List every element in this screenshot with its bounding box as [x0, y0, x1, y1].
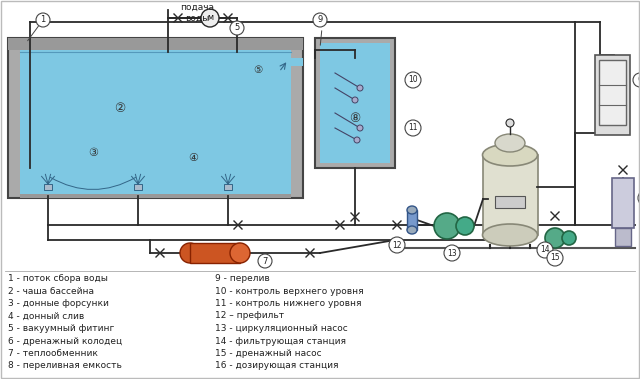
Bar	[495, 196, 525, 208]
Text: 2 - чаша бассейна: 2 - чаша бассейна	[8, 287, 94, 296]
Text: 1 - поток сбора воды: 1 - поток сбора воды	[8, 274, 108, 283]
Ellipse shape	[495, 134, 525, 152]
Circle shape	[201, 9, 219, 27]
Bar	[291, 58, 303, 66]
Circle shape	[313, 13, 327, 27]
Text: 7: 7	[262, 257, 268, 266]
Circle shape	[633, 73, 640, 87]
Text: ④: ④	[188, 153, 198, 163]
Bar	[599, 60, 626, 125]
Circle shape	[405, 120, 421, 136]
Text: 16 - дозирующая станция: 16 - дозирующая станция	[215, 362, 339, 371]
Circle shape	[537, 242, 553, 258]
Text: 1: 1	[40, 16, 45, 25]
Ellipse shape	[483, 144, 538, 166]
Circle shape	[506, 119, 514, 127]
Text: 10 - контроль верхнего уровня: 10 - контроль верхнего уровня	[215, 287, 364, 296]
Ellipse shape	[407, 206, 417, 214]
Circle shape	[545, 228, 565, 248]
Ellipse shape	[180, 243, 200, 263]
Circle shape	[230, 21, 244, 35]
Text: 3 - донные форсунки: 3 - донные форсунки	[8, 299, 109, 308]
Circle shape	[444, 245, 460, 261]
Text: 13: 13	[447, 249, 457, 257]
Bar	[315, 38, 395, 168]
Bar	[44, 184, 52, 190]
Bar	[407, 210, 417, 230]
Text: 14: 14	[540, 246, 550, 255]
Circle shape	[352, 97, 358, 103]
Text: 12 – префильт: 12 – префильт	[215, 312, 284, 321]
Circle shape	[357, 125, 363, 131]
Text: 6: 6	[637, 75, 640, 85]
Circle shape	[357, 85, 363, 91]
Circle shape	[434, 213, 460, 239]
Circle shape	[547, 250, 563, 266]
Bar	[20, 194, 291, 198]
Text: подача
воды: подача воды	[180, 3, 214, 22]
Text: 8 - переливная емкость: 8 - переливная емкость	[8, 362, 122, 371]
Bar	[483, 155, 538, 235]
Circle shape	[638, 190, 640, 206]
Bar	[595, 55, 630, 135]
Bar	[8, 38, 303, 198]
Ellipse shape	[407, 226, 417, 234]
Text: 15: 15	[550, 254, 560, 263]
Bar	[320, 43, 390, 163]
Text: 9: 9	[317, 16, 323, 25]
Text: ③: ③	[88, 148, 98, 158]
Bar	[20, 50, 291, 194]
Circle shape	[562, 231, 576, 245]
Text: 7 - теплообменник: 7 - теплообменник	[8, 349, 98, 358]
Text: М: М	[207, 15, 213, 21]
Circle shape	[456, 217, 474, 235]
Ellipse shape	[230, 243, 250, 263]
Bar	[224, 184, 232, 190]
Text: ②: ②	[115, 102, 125, 114]
Text: 10: 10	[408, 75, 418, 85]
Bar	[615, 228, 631, 246]
Text: 15 - дренажный насос: 15 - дренажный насос	[215, 349, 322, 358]
Bar	[612, 178, 634, 228]
Text: ⑧: ⑧	[349, 111, 360, 124]
Text: 13 - циркуляционный насос: 13 - циркуляционный насос	[215, 324, 348, 333]
Text: 4 - донный слив: 4 - донный слив	[8, 312, 84, 321]
Bar	[134, 184, 142, 190]
Circle shape	[354, 137, 360, 143]
Text: ⑤: ⑤	[253, 65, 262, 75]
Text: 12: 12	[392, 241, 402, 249]
Circle shape	[258, 254, 272, 268]
Bar	[8, 38, 303, 50]
Circle shape	[389, 237, 405, 253]
Circle shape	[405, 72, 421, 88]
Bar	[190, 243, 240, 263]
Text: 6 - дренажный колодец: 6 - дренажный колодец	[8, 337, 122, 346]
Text: 14 - фильтрующая станция: 14 - фильтрующая станция	[215, 337, 346, 346]
Text: 11 - контроль нижнего уровня: 11 - контроль нижнего уровня	[215, 299, 362, 308]
Text: 5 - вакуумный фитинг: 5 - вакуумный фитинг	[8, 324, 115, 333]
Text: 11: 11	[408, 124, 418, 133]
Text: 9 - перелив: 9 - перелив	[215, 274, 269, 283]
Circle shape	[36, 13, 50, 27]
Ellipse shape	[483, 224, 538, 246]
Text: 5: 5	[234, 23, 239, 33]
